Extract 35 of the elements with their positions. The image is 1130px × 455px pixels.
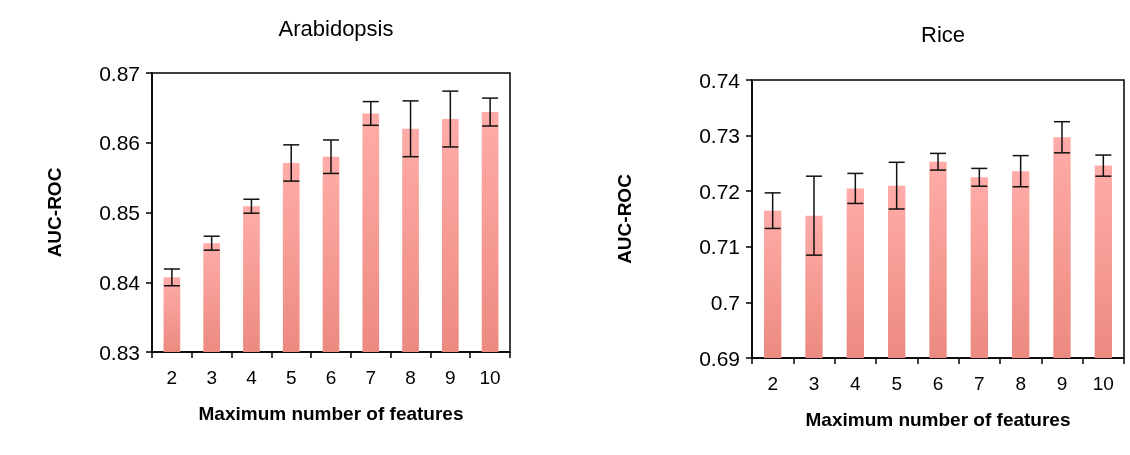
y-tick-label: 0.73 [699,124,740,148]
x-tick-label: 9 [445,367,456,388]
y-axis-title: AUC-ROC [44,167,65,258]
x-axis-title: Maximum number of features [198,403,464,424]
chart-title: Arabidopsis [278,15,394,41]
y-tick-label: 0.83 [99,340,140,364]
x-tick-label: 3 [808,373,820,394]
y-tick-label: 0.69 [699,346,740,370]
x-axis-title: Maximum number of features [805,409,1071,430]
y-tick-label: 0.85 [99,201,140,224]
chart-title: Rice [920,21,966,47]
x-tick-label: 10 [479,367,501,388]
y-tick-label: 0.71 [699,235,740,259]
y-tick-label: 0.86 [99,131,140,155]
x-tick-label: 7 [974,373,985,394]
y-tick-label: 0.84 [99,270,141,294]
x-tick-label: 5 [891,373,902,394]
x-tick-label: 7 [365,367,377,388]
y-tick-label: 0.72 [699,179,740,203]
y-axis-title: AUC-ROC [614,173,635,264]
x-tick-label: 2 [166,367,178,388]
x-tick-label: 4 [246,367,258,388]
y-tick-label: 0.7 [710,290,740,314]
x-tick-label: 8 [1015,373,1026,394]
x-tick-label: 2 [767,373,778,394]
x-tick-label: 9 [1056,373,1068,394]
y-tick-label: 0.87 [99,61,140,85]
x-tick-label: 4 [850,373,862,394]
x-tick-label: 10 [1092,373,1114,394]
y-tick-label: 0.74 [699,68,741,92]
x-tick-label: 6 [932,373,944,394]
x-tick-label: 5 [285,367,297,388]
x-tick-label: 6 [325,367,337,388]
x-tick-label: 3 [206,367,217,388]
x-tick-label: 8 [405,367,416,388]
